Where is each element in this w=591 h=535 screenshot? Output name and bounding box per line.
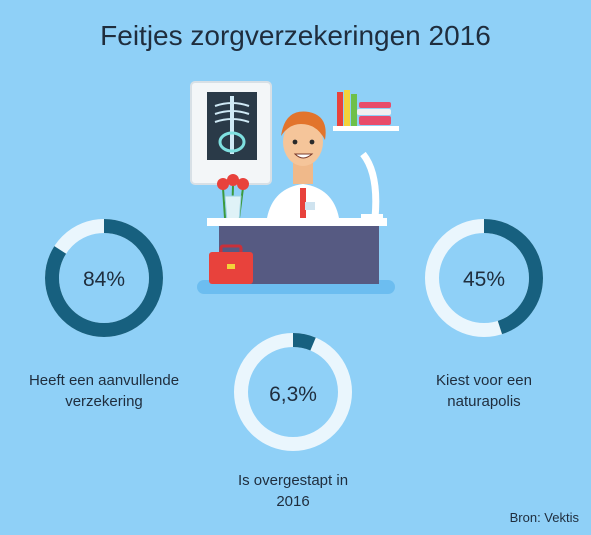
doctor-icon	[267, 111, 339, 218]
caption-aanvullend-line-2: verzekering	[65, 393, 143, 410]
donut-value-aanvullend: 84%	[82, 268, 126, 291]
doctor-at-desk-illustration	[190, 81, 399, 294]
caption-naturapolis: Kiest voor een naturapolis	[392, 370, 576, 412]
briefcase-icon	[209, 244, 253, 284]
flower-vase-icon	[217, 174, 249, 223]
donut-value-naturapolis: 45%	[462, 268, 506, 291]
donut-slice	[45, 219, 163, 337]
computer-monitor-icon	[360, 151, 383, 219]
donut-value-overgestapt: 6,3%	[269, 383, 317, 406]
caption-overgestapt-line-2: 2016	[276, 493, 310, 510]
donut-chart-overgestapt	[234, 333, 352, 451]
bookshelf-icon	[333, 90, 399, 131]
caption-overgestapt-line-1: Is overgestapt in	[237, 472, 349, 489]
caption-overgestapt: Is overgestapt in 2016	[201, 470, 385, 512]
x-ray-icon	[190, 81, 272, 185]
caption-aanvullend: Heeft een aanvullende verzekering	[12, 370, 196, 412]
donut-chart-naturapolis	[425, 219, 543, 337]
caption-naturapolis-line-1: Kiest voor een	[436, 372, 532, 389]
caption-aanvullend-line-1: Heeft een aanvullende	[28, 372, 180, 389]
donut-slice	[425, 219, 543, 337]
infographic-title: Feitjes zorgverzekeringen 2016	[100, 20, 491, 51]
caption-naturapolis-line-2: naturapolis	[447, 393, 521, 410]
donut-chart-aanvullend	[45, 219, 163, 337]
source-note: Bron: Vektis	[509, 510, 579, 525]
donut-slice	[234, 333, 352, 451]
